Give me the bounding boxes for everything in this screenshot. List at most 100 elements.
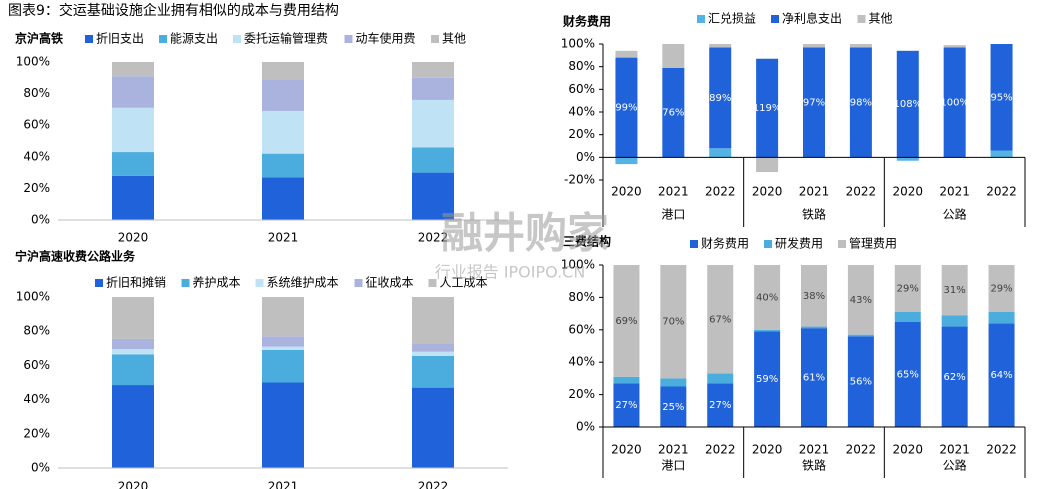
legend-swatch xyxy=(838,240,846,248)
bar-annotation: 99% xyxy=(615,102,637,113)
chart-title: 宁沪高速收费公路业务 xyxy=(15,249,136,264)
bar-segment xyxy=(262,350,304,383)
bar-segment xyxy=(412,355,454,388)
y-tick-label: 0% xyxy=(576,150,595,164)
legend-swatch xyxy=(428,279,437,287)
legend-label: 折旧和摊销 xyxy=(106,275,166,290)
legend-label: 研发费用 xyxy=(775,236,823,251)
legend-swatch xyxy=(233,35,241,43)
group-label: 公路 xyxy=(943,458,967,473)
bar-segment xyxy=(112,107,154,153)
bar-segment xyxy=(990,150,1013,158)
y-tick-label: 100% xyxy=(16,55,50,69)
value-label: 69% xyxy=(615,316,637,327)
bar-segment xyxy=(941,315,968,327)
legend-swatch xyxy=(159,35,167,43)
bar-segment xyxy=(662,67,685,158)
legend-label: 净利息支出 xyxy=(782,11,842,26)
bar-segment xyxy=(803,44,825,48)
bar-segment xyxy=(990,44,1013,151)
y-tick-label: 40% xyxy=(568,105,595,119)
bar-segment xyxy=(801,265,827,327)
x-tick-label: 2020 xyxy=(893,443,924,457)
y-tick-label: 100% xyxy=(561,37,595,51)
bar-segment xyxy=(988,265,1015,312)
value-label: 38% xyxy=(803,291,825,302)
value-label: 56% xyxy=(850,377,872,388)
y-tick-label: 20% xyxy=(23,426,50,440)
legend-label: 系统维护成本 xyxy=(267,276,339,290)
value-label: 27% xyxy=(615,400,637,411)
y-tick-label: 40% xyxy=(23,149,50,163)
y-tick-label: 20% xyxy=(568,387,595,401)
y-tick-label: 20% xyxy=(568,127,595,141)
bar-segment xyxy=(112,152,154,176)
legend-label: 其他 xyxy=(869,12,893,26)
bar-annotation: 119% xyxy=(753,103,782,114)
group-label: 港口 xyxy=(661,208,685,222)
y-tick-label: -20% xyxy=(564,173,595,187)
bar-annotation: 95% xyxy=(990,92,1012,103)
legend-swatch xyxy=(344,35,353,43)
bar-annotation: 89% xyxy=(709,93,731,104)
bar-segment xyxy=(112,297,154,339)
y-tick-label: 20% xyxy=(23,181,50,195)
legend-label: 委托运输管理费 xyxy=(244,31,328,46)
y-tick-label: 40% xyxy=(23,392,50,406)
x-tick-label: 2021 xyxy=(939,185,970,199)
bar-segment xyxy=(112,385,154,468)
x-tick-label: 2020 xyxy=(611,443,642,457)
bar-segment xyxy=(412,297,454,344)
bar-annotation: 98% xyxy=(850,97,872,108)
bar-segment xyxy=(754,265,781,330)
bar-segment xyxy=(660,378,687,387)
legend-label: 动车使用费 xyxy=(356,31,416,46)
legend-label: 折旧支出 xyxy=(96,31,144,46)
bar-segment xyxy=(849,44,872,48)
legend-swatch xyxy=(255,279,264,287)
x-tick-label: 2022 xyxy=(418,480,449,489)
bar-segment xyxy=(943,45,966,48)
x-tick-label: 2020 xyxy=(118,231,149,245)
y-tick-label: 60% xyxy=(568,82,595,96)
bar-segment xyxy=(941,265,968,316)
legend-label: 能源支出 xyxy=(170,32,218,46)
bar-segment xyxy=(894,311,921,322)
bar-segment xyxy=(707,373,734,384)
bar-annotation: 97% xyxy=(803,97,825,108)
bar-segment xyxy=(801,328,827,427)
bar-segment xyxy=(262,79,304,111)
value-label: 40% xyxy=(756,292,778,303)
value-label: 70% xyxy=(662,317,684,328)
bar-segment xyxy=(707,265,734,374)
x-tick-label: 2022 xyxy=(986,185,1017,199)
chart-title: 京沪高铁 xyxy=(15,31,63,46)
value-label: 64% xyxy=(990,370,1012,381)
bar-segment xyxy=(262,110,304,154)
bar-segment xyxy=(849,47,872,158)
value-label: 62% xyxy=(944,372,966,383)
bar-segment xyxy=(894,265,921,312)
x-tick-label: 2021 xyxy=(799,443,830,457)
bar-segment xyxy=(412,147,454,173)
bar-segment xyxy=(754,329,781,332)
bar-segment xyxy=(412,172,454,220)
y-tick-label: 60% xyxy=(568,322,595,336)
bar-segment xyxy=(262,346,304,351)
legend-swatch xyxy=(764,240,772,248)
watermark: 融井购家 xyxy=(441,209,609,258)
chart-title: 财务费用 xyxy=(562,14,611,29)
bar-segment xyxy=(847,265,874,335)
legend-swatch xyxy=(431,35,439,43)
y-tick-label: 100% xyxy=(16,290,50,304)
legend-label: 养护成本 xyxy=(193,275,241,290)
bar-segment xyxy=(262,336,304,347)
legend-label: 汇兑损益 xyxy=(708,12,756,26)
value-label: 67% xyxy=(709,314,731,325)
bar-segment xyxy=(262,177,304,220)
bar-segment xyxy=(662,44,685,68)
bar-segment xyxy=(988,311,1015,324)
bar-segment xyxy=(709,47,732,149)
x-tick-label: 2020 xyxy=(611,185,642,199)
bar-segment xyxy=(112,76,154,108)
